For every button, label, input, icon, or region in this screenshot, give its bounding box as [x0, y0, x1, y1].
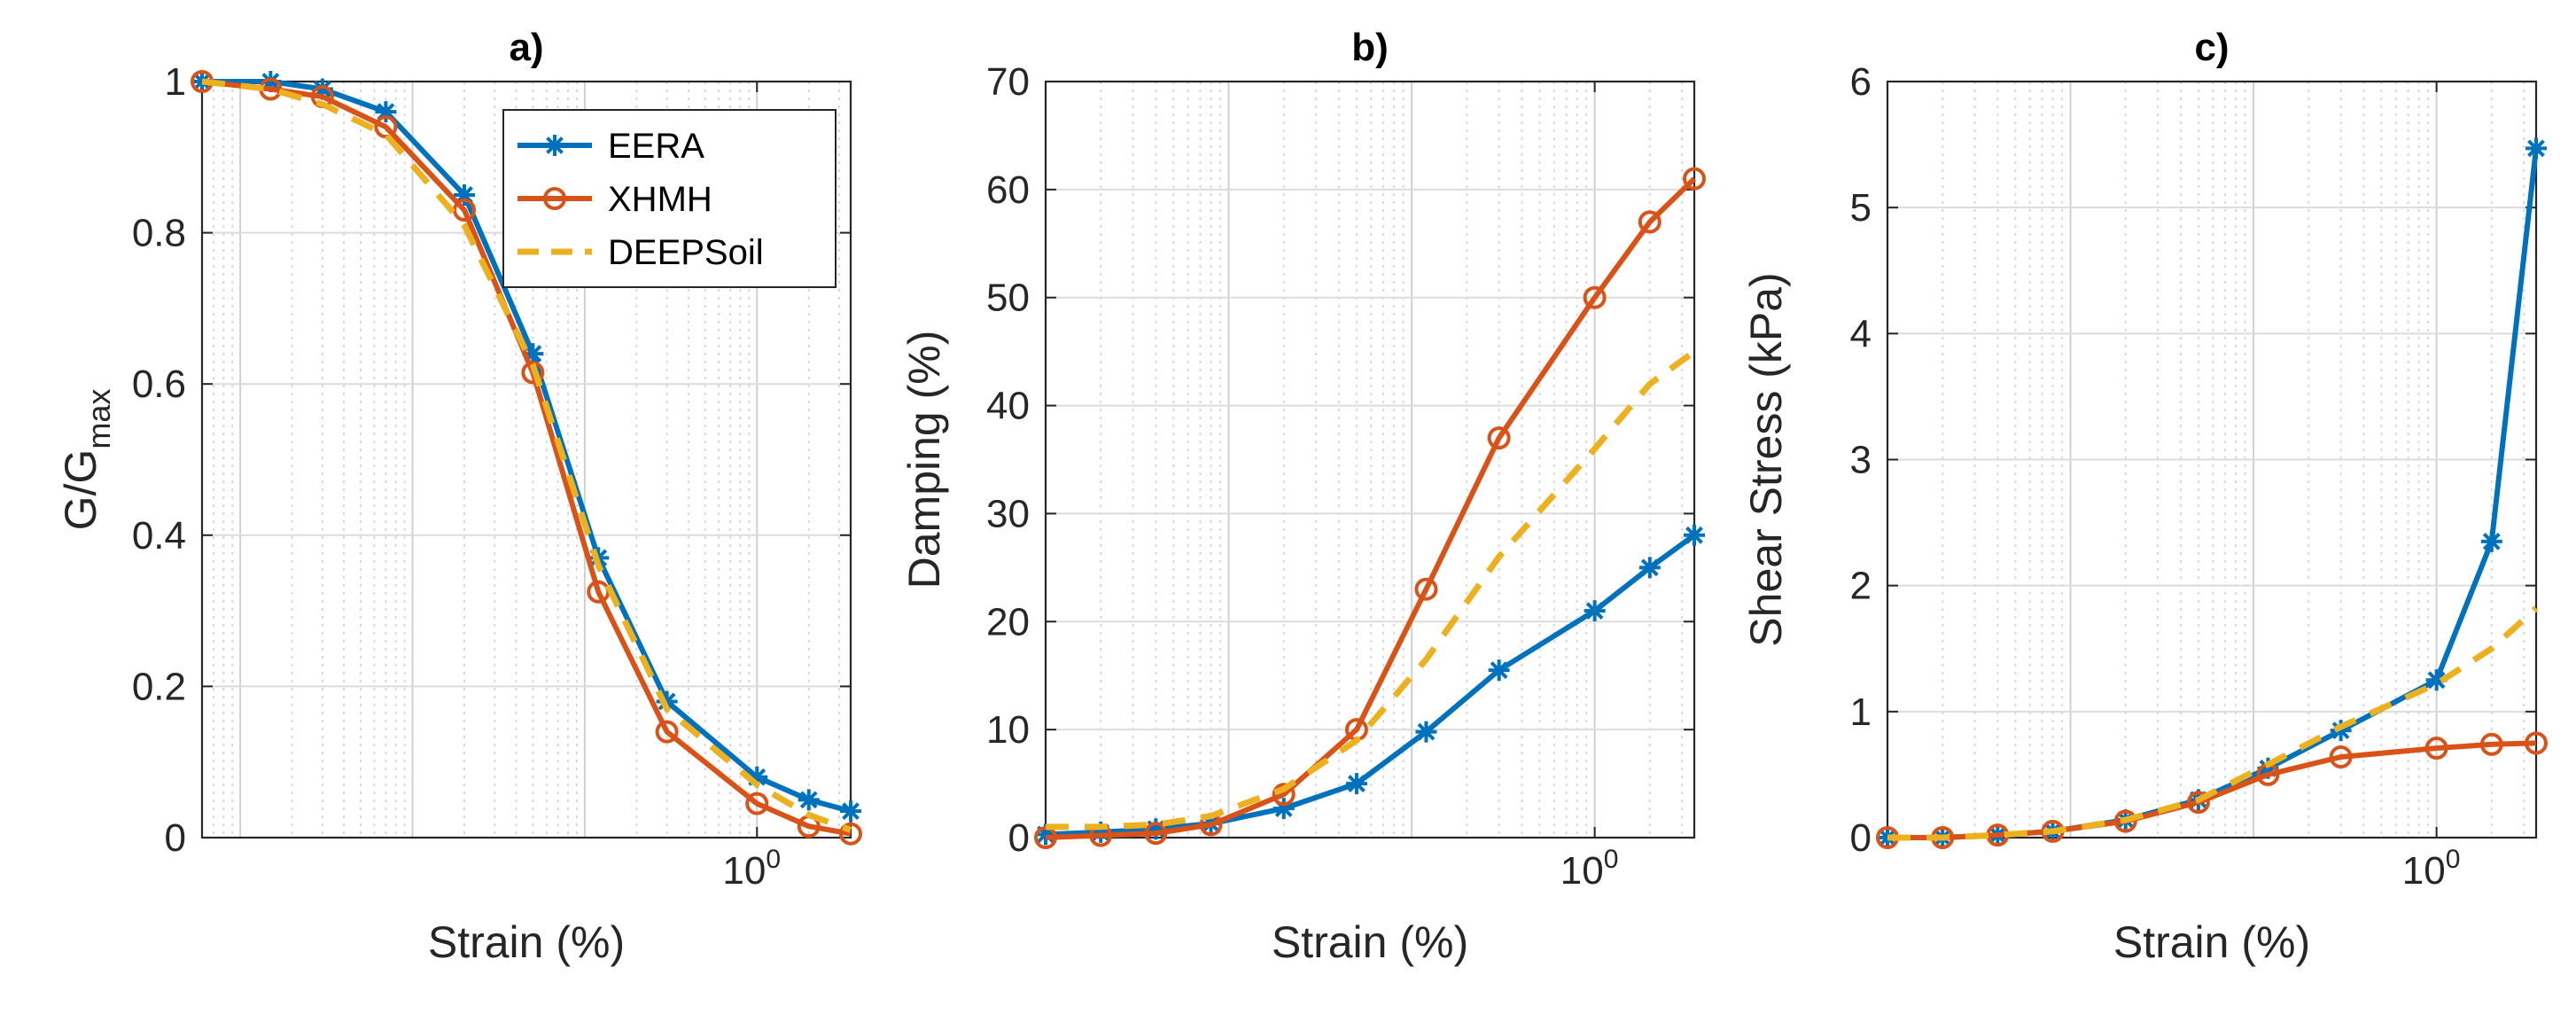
y-axis-label: Damping (%): [899, 331, 949, 589]
data-point-star: [798, 789, 820, 811]
data-point-circle: [521, 361, 545, 385]
y-axis-label: Shear Stress (kPa): [1741, 272, 1791, 646]
x-axis-label: Strain (%): [428, 917, 625, 967]
series-line-deepsoil: [1887, 605, 2539, 841]
y-tick-label: 0: [1850, 816, 1872, 860]
y-tick-label: 10: [986, 708, 1030, 752]
data-point-star: [1415, 721, 1437, 743]
data-point-circle: [1414, 577, 1438, 601]
series-line-xhmh: [1045, 176, 1697, 840]
data-point-circle: [2424, 737, 2448, 760]
panel-title: a): [509, 26, 543, 69]
data-point-star: [1345, 773, 1367, 795]
x-tick-label: 100: [2402, 845, 2461, 893]
plot-area: [1046, 82, 1694, 838]
y-tick-label: 70: [986, 60, 1030, 104]
data-point-star: [2330, 720, 2352, 742]
data-point-star: [454, 183, 476, 206]
x-axis-label: Strain (%): [2113, 917, 2310, 967]
data-point-circle: [2479, 732, 2503, 756]
data-point-star: [260, 71, 282, 92]
y-tick-label: 1: [1850, 690, 1872, 734]
x-axis-label: Strain (%): [1272, 917, 1468, 967]
legend-label: EERA: [608, 127, 704, 166]
data-point-circle: [2525, 731, 2548, 755]
data-point-star: [2525, 137, 2547, 160]
data-point-star: [311, 78, 333, 100]
data-point-circle: [1638, 210, 1662, 234]
data-point-circle: [2186, 791, 2210, 815]
series-eera: [1035, 524, 1705, 846]
legend-label: DEEPSoil: [608, 233, 764, 272]
data-point-circle: [655, 720, 679, 744]
x-tick-label: 100: [722, 845, 781, 893]
y-tick-label: 0.4: [132, 514, 186, 558]
y-axis-label: G/Gmax: [56, 389, 117, 531]
y-tick-label: 0.8: [132, 212, 186, 255]
y-tick-label: 50: [986, 277, 1030, 320]
data-point-star: [1035, 823, 1056, 846]
data-point-star: [522, 343, 544, 365]
y-tick-label: 0: [1008, 816, 1030, 860]
y-tick-label: 30: [986, 492, 1030, 535]
data-point-star: [1090, 821, 1112, 843]
panel-b: 0 10 20 30 40 50 60 70 100 b) Strain (%) Damping (%…: [899, 26, 1706, 967]
y-tick-label: 4: [1850, 312, 1872, 355]
y-tick-label: 60: [986, 168, 1030, 212]
series-deepsoil: [201, 78, 852, 833]
panel-title: c): [2194, 26, 2229, 69]
y-tick-label: 6: [1850, 60, 1872, 104]
data-point-star: [1488, 659, 1510, 682]
data-point-star: [1272, 798, 1295, 820]
y-tick-label: 0.2: [132, 665, 186, 708]
series-deepsoil: [1046, 348, 1697, 831]
data-point-star: [656, 690, 678, 713]
data-point-circle: [1583, 285, 1607, 309]
y-tick-label: 20: [986, 600, 1030, 644]
series-deepsoil: [1887, 605, 2539, 841]
data-point-circle: [1487, 426, 1511, 450]
data-point-circle: [839, 822, 862, 846]
legend: EERA XHMH DEEPSoil: [502, 109, 837, 288]
series-line-deepsoil: [201, 78, 852, 833]
data-point-star: [1638, 557, 1661, 579]
data-point-star: [375, 101, 397, 123]
data-point-star: [2480, 530, 2502, 552]
data-point-circle: [745, 792, 769, 815]
data-point-circle: [1272, 783, 1296, 807]
x-tick-label: 100: [1560, 845, 1619, 893]
data-point-star: [840, 800, 861, 823]
y-tick-label: 2: [1850, 565, 1872, 608]
data-point-circle: [374, 115, 398, 139]
legend-marker: [543, 187, 566, 210]
panel-c: 0 1 2 3 4 5 6 100 c) Strain (%) Shear Stress (kPa): [1741, 26, 2548, 967]
y-tick-label: 0.6: [132, 363, 186, 406]
data-point-star: [746, 766, 768, 788]
panel-a: 0 0.2 0.4 0.6 0.8 1 100 a) Strain (%) G/Gmax EERA X…: [56, 26, 862, 967]
data-point-circle: [1683, 167, 1706, 191]
y-tick-label: 0: [165, 816, 186, 860]
legend-label: XHMH: [608, 180, 712, 219]
data-point-star: [2425, 669, 2448, 691]
axes-box: [1044, 80, 1696, 839]
y-tick-label: 1: [165, 60, 186, 104]
axes-box: [200, 80, 852, 839]
data-point-circle: [2113, 809, 2137, 833]
data-point-star: [1584, 600, 1606, 622]
y-tick-label: 3: [1850, 439, 1872, 482]
panel-title: b): [1351, 26, 1389, 69]
data-point-circle: [1144, 822, 1168, 846]
data-point-star: [2257, 757, 2279, 779]
y-tick-label: 40: [986, 385, 1030, 428]
data-point-star: [1684, 524, 1705, 546]
y-tick-label: 5: [1850, 186, 1872, 230]
data-point-circle: [2329, 745, 2353, 769]
legend-marker: [544, 135, 565, 156]
series-line-deepsoil: [1046, 348, 1697, 831]
data-point-star: [1145, 818, 1167, 840]
